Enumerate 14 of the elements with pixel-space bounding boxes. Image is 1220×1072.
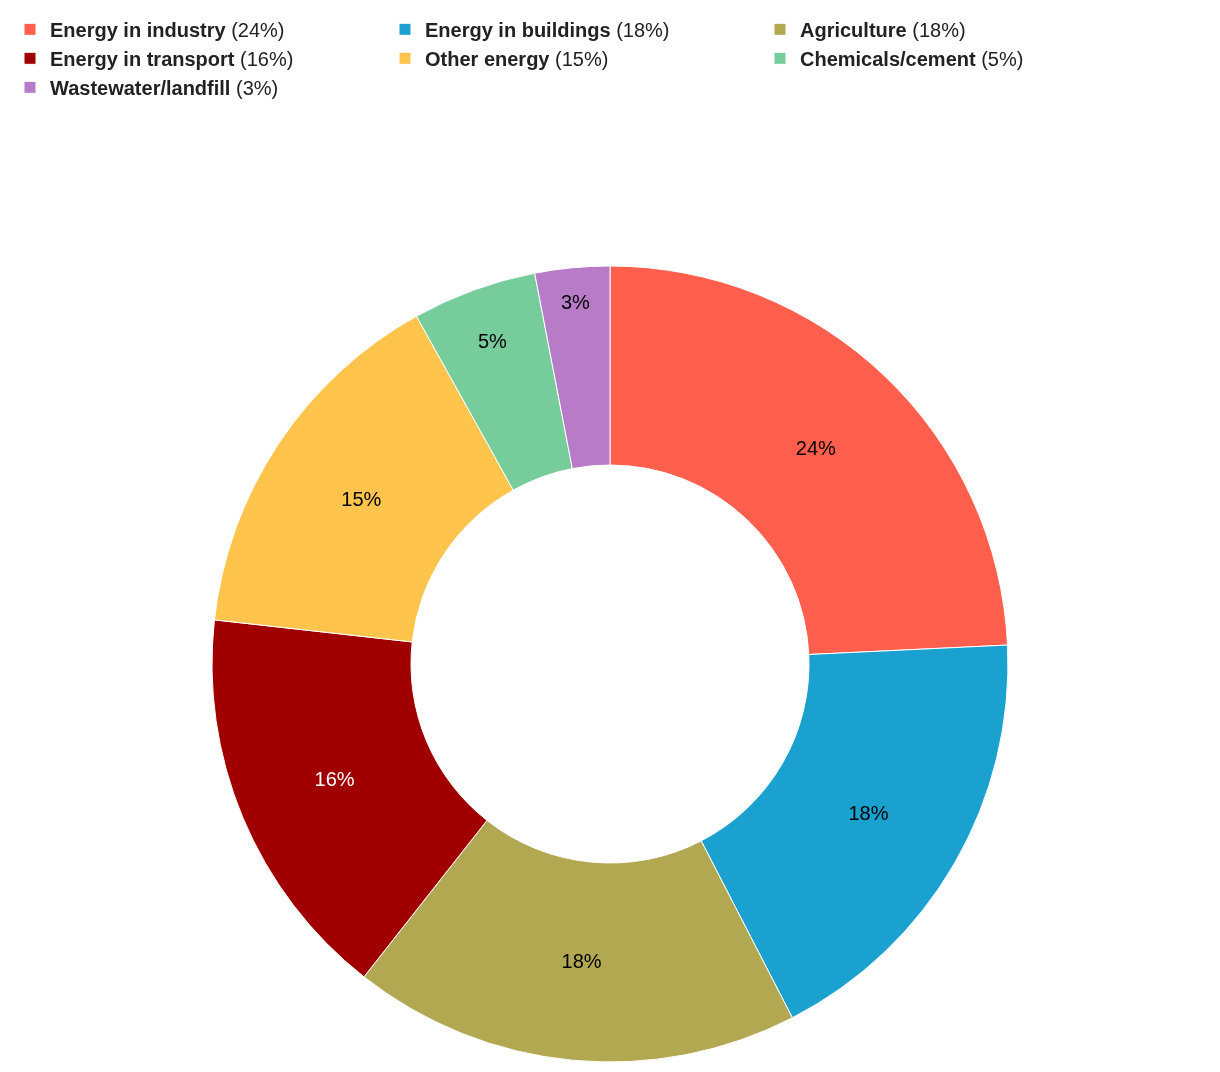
legend-label: Agriculture (18%) (800, 19, 966, 42)
legend-label: Energy in transport (16%) (50, 48, 294, 71)
data-label: 18% (561, 950, 602, 973)
legend-label: Energy in buildings (18%) (425, 19, 670, 42)
data-label: 3% (560, 291, 591, 314)
data-label: 16% (314, 768, 355, 791)
data-label: 15% (341, 487, 382, 510)
data-label: 18% (848, 802, 889, 825)
legend-label: Other energy (15%) (425, 48, 609, 71)
legend-label: Energy in industry (24%) (50, 19, 285, 42)
legend-label: Chemicals/cement (5%) (800, 48, 1024, 71)
data-label: 24% (795, 436, 837, 459)
data-label: 5% (477, 330, 508, 353)
legend-label: Wastewater/landfill (3%) (50, 77, 279, 100)
